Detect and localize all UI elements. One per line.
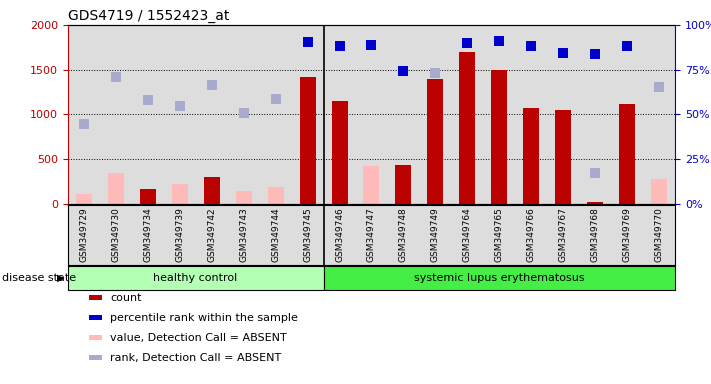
- Bar: [427, 79, 444, 204]
- Text: GSM349743: GSM349743: [239, 207, 248, 262]
- Bar: [363, 166, 380, 204]
- Point: [109, 74, 121, 80]
- Point: [237, 110, 249, 116]
- Text: count: count: [110, 293, 141, 303]
- Text: GSM349768: GSM349768: [591, 207, 600, 262]
- Text: GSM349765: GSM349765: [495, 207, 504, 262]
- Point: [206, 82, 218, 88]
- Text: GSM349746: GSM349746: [335, 207, 344, 262]
- Text: GSM349734: GSM349734: [143, 207, 152, 262]
- Text: disease state: disease state: [2, 273, 76, 283]
- Text: ▶: ▶: [56, 273, 64, 283]
- Text: GSM349739: GSM349739: [175, 207, 184, 262]
- Bar: [139, 189, 156, 204]
- Bar: [331, 101, 348, 204]
- Text: GSM349769: GSM349769: [623, 207, 632, 262]
- Point: [429, 70, 441, 76]
- Text: GSM349747: GSM349747: [367, 207, 376, 262]
- Text: GSM349770: GSM349770: [655, 207, 664, 262]
- Bar: [587, 202, 604, 204]
- Bar: [651, 179, 668, 204]
- Text: systemic lupus erythematosus: systemic lupus erythematosus: [415, 273, 584, 283]
- Point: [462, 40, 474, 46]
- Bar: [299, 196, 316, 204]
- Point: [557, 50, 569, 56]
- Bar: [203, 177, 220, 204]
- Point: [621, 43, 633, 50]
- Text: healthy control: healthy control: [154, 273, 237, 283]
- Text: GSM349729: GSM349729: [79, 207, 88, 262]
- Bar: [395, 165, 412, 204]
- Text: GSM349744: GSM349744: [271, 207, 280, 262]
- Point: [590, 50, 602, 56]
- Text: value, Detection Call = ABSENT: value, Detection Call = ABSENT: [110, 333, 287, 343]
- Bar: [619, 104, 636, 204]
- Text: GSM349748: GSM349748: [399, 207, 408, 262]
- Point: [590, 170, 602, 176]
- Bar: [267, 187, 284, 204]
- Text: percentile rank within the sample: percentile rank within the sample: [110, 313, 298, 323]
- Point: [141, 97, 154, 103]
- Point: [654, 83, 665, 89]
- Point: [173, 103, 185, 109]
- Bar: [235, 191, 252, 204]
- Point: [334, 43, 346, 50]
- Text: GSM349749: GSM349749: [431, 207, 440, 262]
- Bar: [171, 184, 188, 204]
- Bar: [107, 173, 124, 204]
- Text: GSM349730: GSM349730: [111, 207, 120, 262]
- Text: GSM349745: GSM349745: [303, 207, 312, 262]
- Bar: [299, 77, 316, 204]
- Point: [365, 41, 377, 48]
- Bar: [75, 194, 92, 204]
- Bar: [459, 52, 476, 204]
- Point: [301, 39, 313, 45]
- Bar: [523, 108, 540, 204]
- Bar: [491, 70, 508, 204]
- Point: [525, 43, 538, 50]
- Text: GDS4719 / 1552423_at: GDS4719 / 1552423_at: [68, 8, 229, 23]
- Point: [493, 38, 505, 44]
- Text: GSM349767: GSM349767: [559, 207, 568, 262]
- Bar: [555, 110, 572, 204]
- Bar: [324, 266, 675, 290]
- Point: [398, 68, 410, 74]
- Text: rank, Detection Call = ABSENT: rank, Detection Call = ABSENT: [110, 353, 282, 362]
- Point: [78, 121, 90, 127]
- Text: GSM349764: GSM349764: [463, 207, 472, 262]
- Text: GSM349742: GSM349742: [207, 207, 216, 262]
- Bar: [68, 266, 324, 290]
- Text: GSM349766: GSM349766: [527, 207, 536, 262]
- Point: [270, 96, 282, 102]
